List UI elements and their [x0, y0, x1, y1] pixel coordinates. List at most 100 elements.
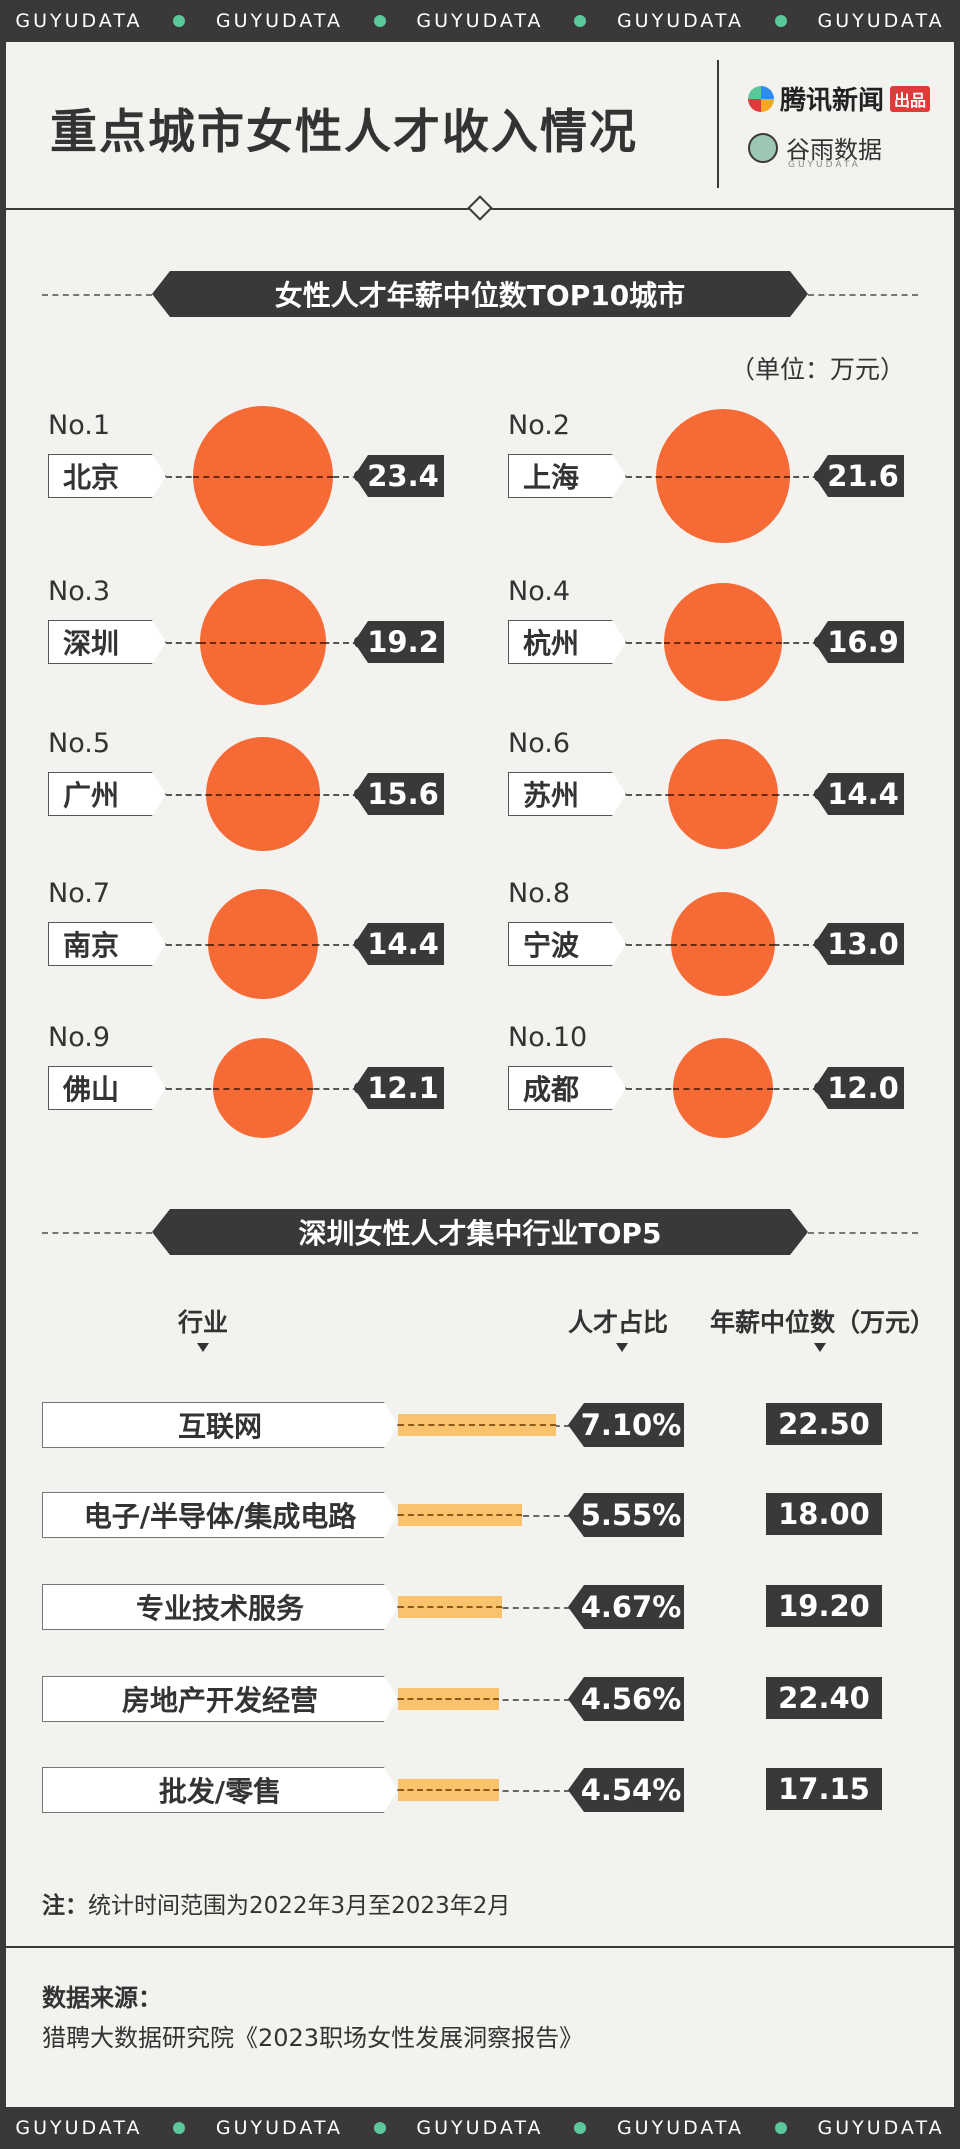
- city-value-tag: 19.2: [354, 621, 444, 663]
- bottom-band: GUYUDATA GUYUDATA GUYUDATA GUYUDATA GUYU…: [0, 2107, 960, 2149]
- tencent-logo-icon: [748, 85, 774, 112]
- guyu-data-logo: 谷雨数据 GUYUDATA: [748, 130, 882, 170]
- column-header-salary: 年薪中位数（万元）: [710, 1308, 936, 1337]
- city-rank: No.1: [48, 410, 111, 441]
- industry-name-box: 房地产开发经营: [42, 1676, 398, 1722]
- city-bubble: [663, 582, 783, 702]
- band-dot: [373, 2122, 386, 2134]
- city-value-tag: 14.4: [814, 773, 904, 815]
- industry-name-box: 电子/半导体/集成电路: [42, 1492, 398, 1538]
- section-dash-right: [808, 294, 918, 296]
- footnote-text: 统计时间范围为2022年3月至2023年2月: [88, 1893, 511, 1919]
- band-dot: [774, 15, 787, 27]
- top-band: GUYUDATA GUYUDATA GUYUDATA GUYUDATA GUYU…: [0, 0, 960, 42]
- city-name-box: 苏州: [508, 772, 626, 816]
- tencent-logo-text: 腾讯新闻: [780, 86, 885, 116]
- city-value-tag: 15.6: [354, 773, 444, 815]
- section-dash-right: [808, 1232, 918, 1234]
- city-connector: [193, 476, 333, 478]
- section-dash-left: [42, 1232, 152, 1234]
- band-text: GUYUDATA: [616, 10, 745, 32]
- city-rank: No.9: [48, 1022, 111, 1053]
- industry-name-box: 专业技术服务: [42, 1584, 398, 1630]
- source-text: 猎聘大数据研究院《2023职场女性发展洞察报告》: [42, 2024, 584, 2052]
- industry-salary-tag: 19.20: [766, 1585, 882, 1627]
- content-card: [6, 42, 954, 2107]
- city-bubble: [205, 736, 321, 852]
- guyu-logo-subtext: GUYUDATA: [788, 160, 861, 170]
- city-rank: No.8: [508, 878, 571, 909]
- city-bubble: [670, 891, 776, 997]
- city-value-tag: 23.4: [354, 455, 444, 497]
- footer-rule: [6, 1946, 954, 1948]
- city-connector: [199, 642, 327, 644]
- tencent-logo-badge: 出品: [890, 85, 931, 112]
- city-name-box: 杭州: [508, 620, 626, 664]
- column-header-industry: 行业: [178, 1308, 229, 1337]
- industry-salary-tag: 22.50: [766, 1403, 882, 1445]
- city-rank: No.7: [48, 878, 111, 909]
- city-rank: No.4: [508, 576, 571, 607]
- guyu-logo-icon: [748, 132, 778, 163]
- column-header-share: 人才占比: [568, 1308, 669, 1337]
- city-name-box: 深圳: [48, 620, 166, 664]
- industry-share-tag: 4.56%: [568, 1677, 684, 1721]
- city-name-box: 宁波: [508, 922, 626, 966]
- city-bubble: [208, 889, 318, 999]
- band-dot: [373, 15, 386, 27]
- industry-share-bar: [398, 1504, 522, 1526]
- city-bubble: [668, 739, 778, 849]
- band-dot: [173, 2122, 186, 2134]
- column-header-arrow: [616, 1343, 628, 1352]
- band-text: GUYUDATA: [817, 10, 945, 32]
- band-dot: [574, 2122, 587, 2134]
- city-name-box: 广州: [48, 772, 166, 816]
- industry-share-bar: [398, 1779, 500, 1801]
- city-value-tag: 16.9: [814, 621, 904, 663]
- band-text: GUYUDATA: [15, 2117, 143, 2139]
- city-connector: [212, 1088, 314, 1090]
- industry-share-tag: 4.54%: [568, 1768, 684, 1812]
- band-text: GUYUDATA: [416, 10, 544, 32]
- industry-name-box: 批发/零售: [42, 1767, 398, 1813]
- city-value-tag: 12.1: [354, 1067, 444, 1109]
- footnote-label: 注：: [42, 1893, 88, 1919]
- city-connector: [663, 642, 783, 644]
- band-text: GUYUDATA: [215, 10, 343, 32]
- city-name-box: 南京: [48, 922, 166, 966]
- column-header-arrow: [197, 1343, 209, 1352]
- city-connector: [655, 476, 791, 478]
- band-dot: [574, 15, 587, 27]
- city-name-box: 北京: [48, 454, 166, 498]
- city-connector: [208, 944, 318, 946]
- city-value-tag: 12.0: [814, 1067, 904, 1109]
- city-connector: [670, 944, 776, 946]
- section2-title: 深圳女性人才集中行业TOP5: [152, 1209, 808, 1255]
- industry-share-tag: 7.10%: [568, 1403, 684, 1447]
- band-text: GUYUDATA: [15, 10, 143, 32]
- city-name-box: 成都: [508, 1066, 626, 1110]
- city-bubble: [655, 408, 791, 544]
- industry-name-box: 互联网: [42, 1402, 398, 1448]
- section-dash-left: [42, 294, 152, 296]
- header-divider: [717, 60, 719, 188]
- section1-title: 女性人才年薪中位数TOP10城市: [152, 271, 808, 317]
- city-bubble: [199, 578, 327, 706]
- city-rank: No.5: [48, 728, 111, 759]
- source-label: 数据来源：: [42, 1984, 162, 2012]
- band-text: GUYUDATA: [416, 2117, 544, 2139]
- band-dot: [173, 15, 186, 27]
- industry-salary-tag: 18.00: [766, 1493, 882, 1535]
- city-bubble: [672, 1037, 774, 1139]
- city-rank: No.3: [48, 576, 111, 607]
- city-connector: [672, 1088, 774, 1090]
- city-name-box: 佛山: [48, 1066, 166, 1110]
- city-connector: [668, 794, 778, 796]
- city-value-tag: 14.4: [354, 923, 444, 965]
- band-dot: [774, 2122, 787, 2134]
- city-rank: No.2: [508, 410, 571, 441]
- footnote: 注：统计时间范围为2022年3月至2023年2月: [42, 1886, 510, 1920]
- city-name-box: 上海: [508, 454, 626, 498]
- tencent-news-logo: 腾讯新闻 出品: [748, 80, 931, 117]
- city-value-tag: 13.0: [814, 923, 904, 965]
